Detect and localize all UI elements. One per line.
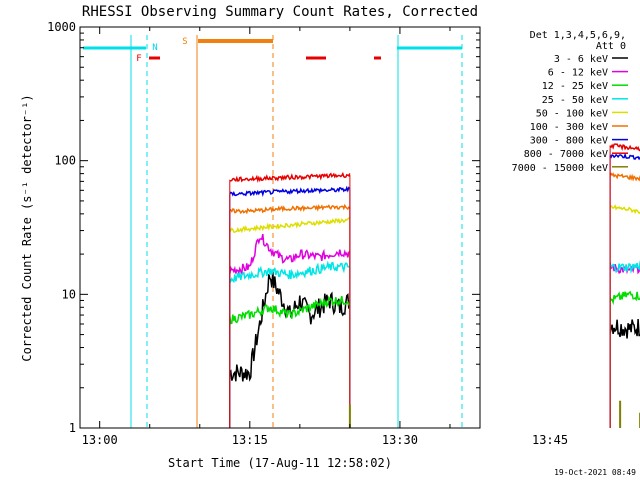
series-5-segment-1 (229, 217, 351, 234)
legend-label-2: 6 - 12 keV (548, 68, 608, 79)
flag-s: S (182, 37, 187, 47)
legend-label-4: 25 - 50 keV (542, 95, 608, 106)
series-7-segment-1 (229, 185, 351, 198)
flag-n: N (152, 43, 157, 53)
legend-label-1: 3 - 6 keV (554, 54, 608, 65)
legend-label-9: 7000 - 15000 keV (512, 163, 608, 174)
series-8 (229, 143, 640, 428)
series-layer (229, 143, 640, 428)
legend-label-5: 50 - 100 keV (536, 108, 608, 119)
x-tick-label-2: 13:15 (232, 433, 268, 447)
series-4-segment-1 (229, 260, 350, 284)
y-tick-label-3: 100 (54, 154, 76, 168)
x-tick-label-1: 13:00 (82, 433, 118, 447)
series-6-segment-1 (229, 203, 351, 215)
legend-label-7: 300 - 800 keV (530, 136, 608, 147)
axes-layer: 13:0013:1513:3013:4514:0014:1514:3011010… (47, 20, 568, 447)
legend-label-3: 12 - 25 keV (542, 81, 608, 92)
legend: Det 1,3,4,5,6,9,Att 0 3 - 6 keV 6 - 12 keV… (512, 30, 628, 174)
series-2-segment-1 (229, 233, 351, 276)
series-8-segment-1 (229, 171, 351, 183)
plot-frame (79, 26, 481, 429)
legend-header-1: Det 1,3,4,5,6,9, (530, 30, 626, 41)
y-tick-label-1: 1 (69, 421, 76, 435)
y-axis-label: Corrected Count Rate (s⁻¹ detector⁻¹) (20, 94, 34, 361)
flag-f: F (136, 54, 141, 64)
series-1-segment-1 (229, 271, 351, 382)
x-tick-label-4: 13:45 (532, 433, 568, 447)
x-axis-label: Start Time (17-Aug-11 12:58:02) (168, 456, 392, 470)
legend-label-8: 800 - 7000 keV (524, 149, 608, 160)
chart-title: RHESSI Observing Summary Count Rates, Co… (82, 4, 478, 20)
y-tick-label-4: 1000 (47, 20, 76, 34)
legend-label-6: 100 - 300 keV (530, 122, 608, 133)
bands-layer: F N S (83, 35, 463, 428)
series-3-segment-1 (229, 295, 351, 325)
y-tick-label-2: 10 (62, 287, 76, 301)
legend-header-2: Att 0 (596, 41, 626, 52)
generation-timestamp: 19-Oct-2021 08:49 (554, 468, 636, 477)
x-tick-label-3: 13:30 (382, 433, 418, 447)
